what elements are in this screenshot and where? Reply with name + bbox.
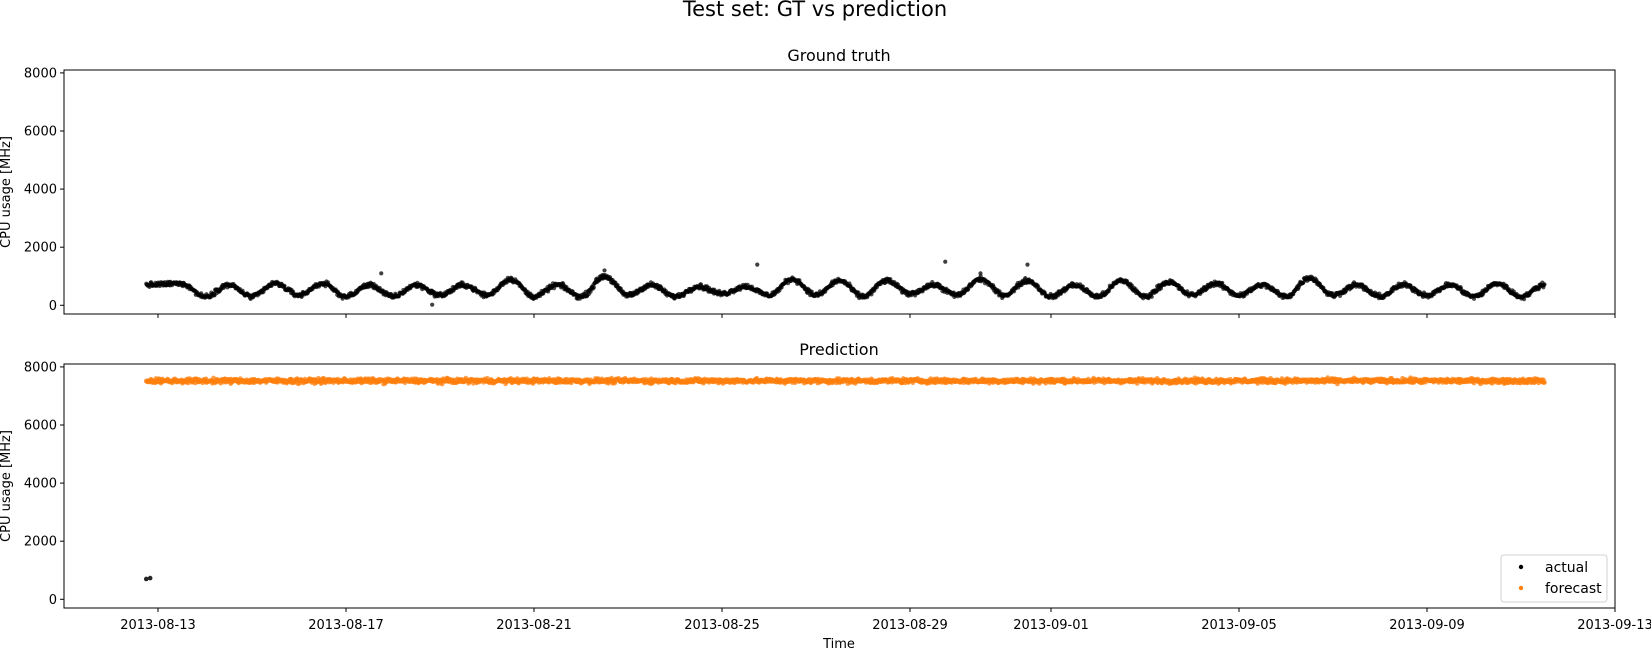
ground-truth-point	[1521, 297, 1527, 302]
y-tick-label: 4000	[24, 477, 57, 492]
ground-truth-point	[282, 283, 287, 288]
ground-truth-outlier	[943, 259, 948, 264]
ground-truth-outlier	[430, 302, 435, 307]
prediction-title: Prediction	[799, 340, 878, 359]
ground-truth-outlier	[379, 271, 384, 276]
ground-truth-point	[1149, 294, 1154, 299]
prediction-ticks: 0 2000 4000 6000 8000	[24, 360, 1616, 612]
ground-truth-outlier	[602, 268, 607, 273]
y-tick-label: 8000	[24, 66, 57, 81]
y-tick-label: 2000	[24, 535, 57, 550]
ground-truth-frame	[63, 69, 1616, 315]
figure-suptitle: Test set: GT vs prediction	[682, 0, 947, 21]
y-tick-label: 0	[49, 593, 57, 608]
y-tick-label: 2000	[24, 241, 57, 256]
ground-truth-outlier	[978, 271, 983, 276]
ground-truth-title: Ground truth	[787, 46, 890, 65]
y-tick-label: 6000	[24, 419, 57, 434]
y-tick-label: 8000	[24, 360, 57, 375]
ground-truth-outlier	[755, 262, 760, 267]
ground-truth-outlier	[1025, 262, 1030, 267]
ground-truth-point	[591, 285, 596, 290]
prediction-points	[143, 375, 1547, 582]
ground-truth-point	[1220, 280, 1225, 286]
y-tick-label: 0	[49, 299, 57, 314]
ground-truth-ylabel: CPU usage [MHz]	[0, 136, 14, 248]
ground-truth-points	[144, 259, 1547, 307]
ground-truth-point	[1542, 282, 1547, 287]
ground-truth-axes: Ground truth 0 2000 4000 6000 8000 CPU usage…	[0, 46, 1616, 318]
y-tick-label: 4000	[24, 183, 57, 198]
ground-truth-ticks: 0 2000 4000 6000 8000	[24, 66, 1616, 318]
y-tick-label: 6000	[24, 125, 57, 140]
